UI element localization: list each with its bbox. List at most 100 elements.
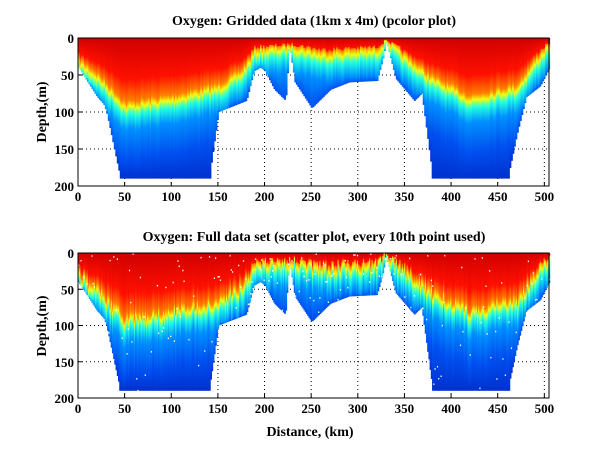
scatter-column (521, 253, 524, 327)
scatter-column (440, 253, 443, 391)
scatter-column (215, 253, 217, 346)
scatter-column (503, 253, 506, 391)
pcolor-column (131, 38, 134, 179)
pcolor-column (274, 38, 278, 91)
scatter-gap (535, 299, 537, 301)
pcolor-column (192, 38, 195, 179)
scatter-column (412, 253, 415, 314)
pcolor-column (394, 38, 397, 76)
scatter-gap (325, 281, 327, 283)
pcolor-column (92, 38, 96, 92)
scatter-column (303, 253, 306, 311)
scatter-column (259, 253, 262, 282)
pcolor-column (154, 38, 157, 179)
scatter-column (482, 253, 485, 391)
scatter-column (116, 253, 119, 376)
scatter-gap (247, 303, 250, 306)
scatter-column (366, 253, 369, 296)
y-tick-label: 50 (61, 68, 74, 83)
scatter-gap (136, 378, 138, 380)
scatter-column (111, 253, 114, 354)
scatter-column (327, 253, 330, 306)
scatter-column (344, 253, 347, 298)
scatter-column (349, 253, 352, 297)
scatter-gap (238, 264, 240, 267)
pcolor-column (358, 38, 361, 82)
scatter-column (138, 253, 141, 391)
scatter-gap (137, 389, 139, 392)
scatter-column (468, 253, 471, 391)
scatter-column (392, 253, 394, 281)
pcolor-column (507, 38, 510, 179)
pcolor-column (307, 38, 310, 104)
scatter-gap (150, 351, 153, 353)
pcolor-column (79, 38, 82, 70)
scatter-gap (162, 327, 165, 329)
pcolor-column (122, 38, 125, 179)
pcolor-column (148, 38, 151, 179)
pcolor-column (406, 38, 409, 93)
pcolor-column (542, 38, 545, 82)
scatter-column (191, 253, 194, 391)
scatter-gap (268, 280, 270, 282)
scatter-column (436, 253, 439, 391)
scatter-gap (370, 253, 372, 255)
pcolor-column (473, 38, 476, 179)
scatter-column (395, 253, 398, 294)
scatter-column (145, 253, 148, 391)
scatter-gap (139, 276, 142, 279)
scatter-column (359, 253, 362, 296)
scatter-column (187, 253, 189, 391)
scatter-gap (281, 309, 284, 312)
pcolor-column (430, 38, 433, 162)
scatter-column (416, 253, 419, 313)
scatter-gap (381, 275, 383, 278)
pcolor-column (222, 38, 225, 111)
pcolor-column (295, 38, 298, 85)
top-title: Oxygen: Gridded data (1km x 4m) (pcolor … (172, 14, 456, 29)
pcolor-column (292, 38, 295, 73)
pcolor-column (194, 38, 197, 179)
scatter-column (377, 253, 380, 292)
scatter-column (269, 253, 272, 296)
pcolor-column (164, 38, 167, 179)
scatter-column (194, 253, 197, 391)
x-tick-label: 50 (118, 189, 131, 204)
pcolor-column (388, 38, 391, 53)
scatter-column (93, 253, 96, 307)
pcolor-column (310, 38, 313, 108)
scatter-gap (404, 296, 406, 298)
scatter-column (124, 253, 126, 391)
scatter-column (302, 253, 305, 309)
pcolor-column (273, 38, 276, 90)
scatter-column (484, 253, 486, 391)
pcolor-column (188, 38, 191, 179)
scatter-column (367, 253, 370, 296)
scatter-gap (368, 281, 371, 283)
scatter-gap (242, 260, 245, 262)
scatter-column (332, 253, 335, 303)
scatter-gap (384, 258, 387, 260)
pcolor-column (316, 38, 319, 103)
y-tick-label: 100 (55, 319, 75, 334)
scatter-column (459, 253, 462, 391)
pcolor-column (228, 38, 231, 108)
x-tick-label: 350 (395, 189, 415, 204)
pcolor-column (88, 38, 91, 85)
scatter-column (181, 253, 183, 391)
pcolor-column (407, 38, 410, 94)
scatter-gap (219, 279, 222, 282)
scatter-gap (132, 253, 135, 255)
scatter-column (307, 253, 309, 316)
pcolor-column (261, 38, 264, 69)
scatter-column (379, 253, 382, 283)
pcolor-column (297, 38, 300, 88)
pcolor-column (528, 38, 531, 95)
scatter-column (522, 253, 525, 322)
scatter-column (264, 253, 267, 286)
pcolor-column (83, 38, 87, 78)
pcolor-column (451, 38, 454, 179)
scatter-column (252, 253, 255, 289)
scatter-gap (378, 275, 381, 277)
scatter-column (515, 253, 518, 351)
